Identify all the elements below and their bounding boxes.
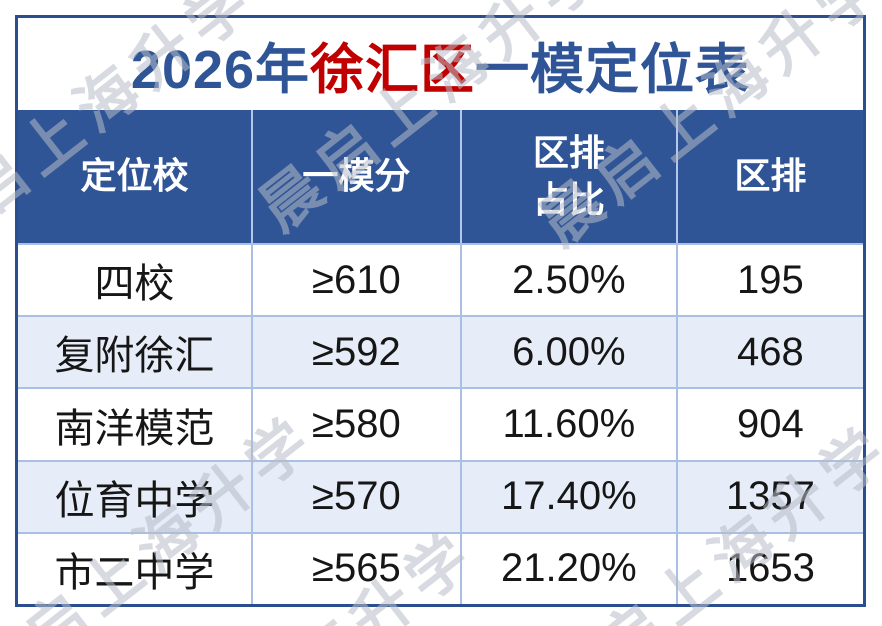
cell-school: 四校: [94, 262, 175, 307]
cell-share: 21.20%: [459, 533, 676, 605]
page-title: 2026年 徐汇区 一模定位表: [18, 18, 863, 110]
cell-rank: 468: [675, 317, 863, 388]
column-header-score: 一模分: [250, 110, 460, 243]
cell-school: 复附徐汇: [54, 334, 215, 379]
cell-school: 南洋模范: [54, 406, 215, 451]
cell-share: 17.40%: [459, 461, 676, 532]
table-row: 四校 ≥610 2.50% 195: [18, 243, 863, 316]
cell-score: ≥570: [250, 461, 460, 532]
cell-score: ≥580: [250, 389, 460, 460]
cell-score: ≥610: [250, 245, 460, 316]
table-header-row: 定位校 一模分 区排 占比 区排: [18, 110, 863, 243]
cell-share: 2.50%: [459, 245, 676, 316]
column-header-rank: 区排: [675, 110, 863, 243]
column-header-share: 区排 占比: [459, 110, 676, 243]
title-year: 2026年: [130, 39, 311, 100]
cell-rank: 195: [675, 245, 863, 316]
table-row: 南洋模范 ≥580 11.60% 904: [18, 387, 863, 460]
cell-score: ≥565: [250, 533, 460, 605]
cell-rank: 1357: [675, 461, 863, 532]
cell-rank: 904: [675, 389, 863, 460]
title-suffix: 一模定位表: [475, 39, 751, 100]
cell-school: 位育中学: [54, 478, 215, 523]
column-header-school: 定位校: [80, 155, 189, 197]
table-row: 位育中学 ≥570 17.40% 1357: [18, 459, 863, 532]
cell-share: 6.00%: [459, 317, 676, 388]
table-body: 四校 ≥610 2.50% 195 复附徐汇 ≥592 6.00% 468 南洋…: [18, 243, 863, 605]
table-row: 市二中学 ≥565 21.20% 1653: [18, 531, 863, 605]
cell-share: 11.60%: [459, 389, 676, 460]
cell-school: 市二中学: [54, 550, 215, 595]
positioning-table-card: 2026年 徐汇区 一模定位表 定位校 一模分 区排 占比 区排 四校 ≥610 2…: [15, 15, 866, 607]
table-row: 复附徐汇 ≥592 6.00% 468: [18, 315, 863, 388]
cell-score: ≥592: [250, 317, 460, 388]
title-district: 徐汇区: [310, 39, 476, 100]
cell-rank: 1653: [675, 533, 863, 605]
